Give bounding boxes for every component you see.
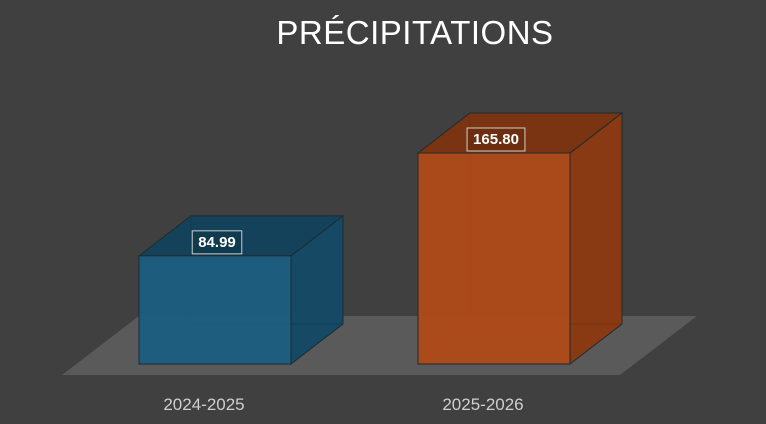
data-label: 165.80 <box>466 127 526 152</box>
data-label-text: 84.99 <box>198 234 236 251</box>
data-label-text: 165.80 <box>473 131 519 148</box>
data-label-background <box>467 128 525 151</box>
data-label-background <box>192 230 242 254</box>
x-tick-label: 2024-2025 <box>163 395 244 414</box>
labels-layer: 84.99 2024-2025 165.80 2025-2026 <box>163 127 526 414</box>
chart-title: PRÉCIPITATIONS <box>276 14 554 51</box>
bar-side-face <box>569 111 623 366</box>
bar-front-face <box>138 255 292 365</box>
bar-2024-2025 <box>137 214 345 366</box>
bar-front-face <box>417 152 571 365</box>
data-label: 84.99 <box>191 230 243 255</box>
x-tick-label: 2025-2026 <box>442 395 523 414</box>
data-label-box <box>466 127 526 152</box>
data-label-box <box>191 230 243 255</box>
